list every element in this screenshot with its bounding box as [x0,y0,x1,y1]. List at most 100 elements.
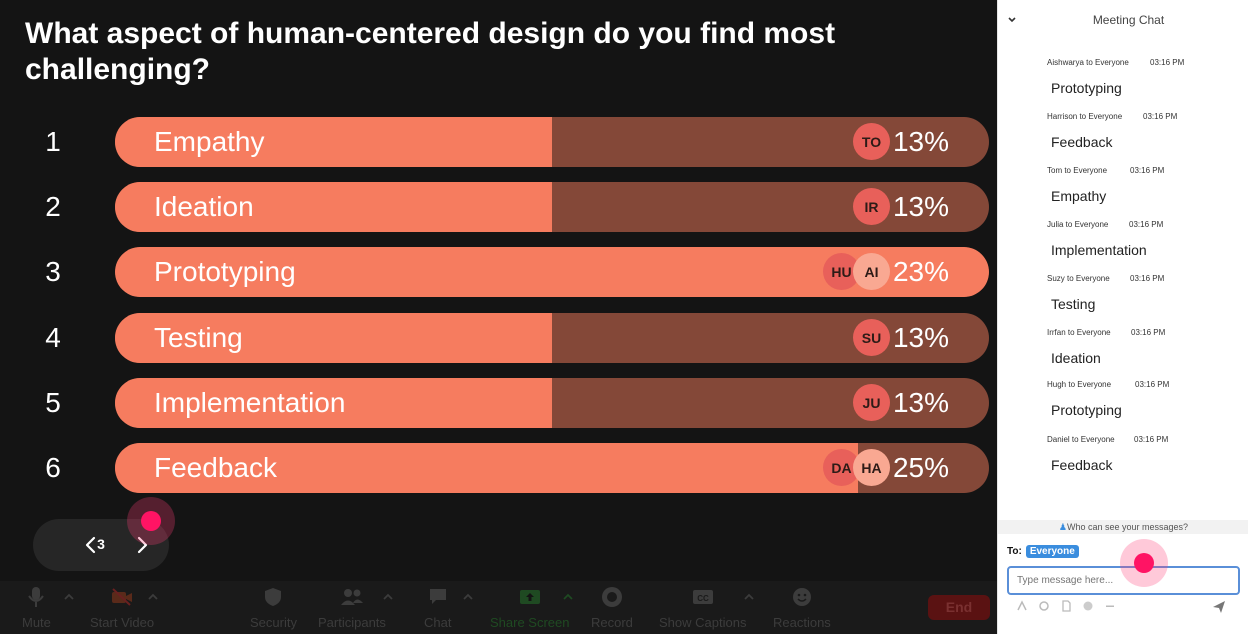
chevron-up-icon[interactable] [562,591,574,603]
voter-avatar: HA [853,449,890,486]
option-label: Ideation [154,191,254,222]
chevron-up-icon[interactable] [63,591,75,603]
message-meta: Tom to Everyone 03:16 PM [1047,166,1247,178]
reactions-button[interactable]: Reactions [773,585,831,631]
message-meta: Aishwarya to Everyone 03:16 PM [1047,58,1247,70]
security-button[interactable]: Security [250,585,297,631]
chat-panel: Meeting Chat Aishwarya to Everyone 03:16 … [997,0,1248,634]
chat-title: Meeting Chat [1092,13,1165,27]
participants-icon [340,589,363,605]
message-time: 03:16 PM [1143,112,1178,121]
chevron-up-icon[interactable] [382,591,394,603]
chat-message: Harrison to Everyone 03:16 PM Feedback [1047,112,1247,150]
message-meta: Suzy to Everyone 03:16 PM [1047,274,1247,286]
option-number: 6 [45,452,61,483]
captions-icon: CC [692,590,713,604]
option-bar-fill [115,117,552,167]
chat-button[interactable]: Chat [424,585,451,631]
file-icon[interactable] [1060,600,1072,612]
option-bar-fill [115,182,552,232]
shield-icon [265,588,282,606]
poll-option-row: 1 Empathy TO 13% [0,117,997,167]
voter-avatar: IR [853,188,890,225]
option-label: Implementation [154,387,346,418]
chevron-up-icon[interactable] [462,591,474,603]
poll-option-row: 3 Prototyping HU AI 23% [0,247,997,297]
voter-avatar: AI [853,253,890,290]
record-label: Record [591,615,633,630]
message-sender: Julia to Everyone [1047,220,1109,229]
chat-message: Aishwarya to Everyone 03:16 PM Prototyping [1047,58,1247,96]
option-number: 2 [45,191,61,222]
message-time: 03:16 PM [1130,274,1165,283]
chevron-down-icon[interactable] [1006,14,1018,26]
chevron-left-icon [85,536,96,554]
chat-message-input[interactable] [1007,566,1240,595]
chevron-up-icon[interactable] [743,591,755,603]
microphone-icon [28,587,45,607]
option-bar-track [115,313,989,363]
option-percent: 25% [892,452,949,483]
option-number: 1 [45,126,61,157]
chevron-right-icon [137,536,148,554]
message-meta: Hugh to Everyone 03:16 PM [1047,380,1247,392]
message-text: Testing [1051,296,1096,312]
mute-label: Mute [22,615,51,630]
option-number: 4 [45,322,61,353]
screenshot-icon[interactable] [1038,600,1050,612]
participants-label: Participants [318,615,386,630]
message-sender: Irrfan to Everyone [1047,328,1111,337]
option-percent: 23% [892,256,949,287]
option-bar-track [115,182,989,232]
recipient-select[interactable]: Everyone [1025,545,1079,558]
mute-button[interactable]: Mute [22,585,51,631]
show-captions-button[interactable]: CC Show Captions [659,585,746,631]
chat-message: Tom to Everyone 03:16 PM Empathy [1047,166,1247,204]
more-icon[interactable] [1104,600,1116,612]
slide-number: 3 [97,536,105,552]
record-button[interactable]: Record [591,585,633,631]
start-video-button[interactable]: Start Video [90,585,154,631]
who-can-see-link[interactable]: ♟Who can see your messages? [998,520,1248,534]
chat-message: Irrfan to Everyone 03:16 PM Ideation [1047,328,1247,366]
message-text: Ideation [1051,350,1101,366]
message-time: 03:16 PM [1130,166,1165,175]
message-time: 03:16 PM [1131,328,1166,337]
option-label: Empathy [154,126,265,157]
click-indicator [1120,539,1168,587]
message-time: 03:16 PM [1129,220,1164,229]
message-sender: Suzy to Everyone [1047,274,1110,283]
share-screen-button[interactable]: Share Screen [490,585,570,631]
send-icon[interactable] [1212,600,1226,614]
message-meta: Daniel to Everyone 03:16 PM [1047,435,1247,447]
message-sender: Harrison to Everyone [1047,112,1123,121]
chat-message: Julia to Everyone 03:16 PM Implementation [1047,220,1247,258]
smiley-icon [792,588,811,606]
option-label: Prototyping [154,256,296,287]
video-off-icon [112,588,133,606]
participants-button[interactable]: Participants [318,585,386,631]
voter-avatar: JU [853,384,890,421]
option-label: Feedback [154,452,277,483]
emoji-icon[interactable] [1082,600,1094,612]
message-text: Prototyping [1051,80,1122,96]
next-slide-button[interactable] [130,533,154,557]
who-can-see-label: Who can see your messages? [1067,522,1189,532]
option-bar-track [115,117,989,167]
end-meeting-button[interactable]: End [928,595,990,620]
option-percent: 13% [892,387,949,418]
chat-tools [1016,600,1246,614]
option-percent: 13% [892,126,949,157]
chat-message: Suzy to Everyone 03:16 PM Testing [1047,274,1247,312]
chevron-up-icon[interactable] [147,591,159,603]
option-bar-fill [115,313,552,363]
chat-header: Meeting Chat [998,0,1248,42]
option-number: 5 [45,387,61,418]
option-percent: 13% [892,191,949,222]
message-text: Implementation [1051,242,1147,258]
format-icon[interactable] [1016,600,1028,612]
previous-slide-button[interactable] [79,533,103,557]
message-sender: Daniel to Everyone [1047,435,1115,444]
poll-option-row: 4 Testing SU 13% [0,313,997,363]
message-sender: Aishwarya to Everyone [1047,58,1129,67]
